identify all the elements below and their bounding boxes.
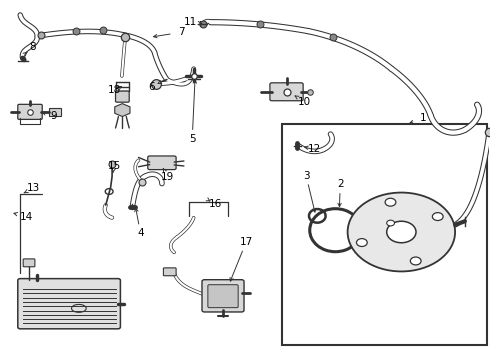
Circle shape [410,257,421,265]
Circle shape [432,213,443,221]
Text: 16: 16 [209,199,222,210]
Text: 7: 7 [178,27,185,37]
FancyBboxPatch shape [18,104,42,120]
FancyBboxPatch shape [163,268,176,276]
Text: 18: 18 [107,85,121,95]
Text: 10: 10 [298,97,311,107]
Circle shape [387,220,394,226]
Text: 5: 5 [189,134,196,144]
Circle shape [385,198,396,206]
FancyBboxPatch shape [148,156,176,170]
FancyBboxPatch shape [202,280,244,312]
Text: 6: 6 [148,82,154,92]
Text: 15: 15 [107,161,121,171]
Text: 14: 14 [20,212,33,221]
FancyBboxPatch shape [23,259,35,267]
FancyBboxPatch shape [270,83,303,101]
Bar [282,125,487,345]
Text: 11: 11 [184,17,197,27]
Text: 12: 12 [308,144,321,154]
Text: 4: 4 [137,228,144,238]
Text: 19: 19 [161,172,174,182]
Text: 3: 3 [303,171,309,181]
FancyBboxPatch shape [208,285,238,308]
Text: 17: 17 [239,237,253,247]
Circle shape [387,221,416,243]
FancyBboxPatch shape [18,279,121,329]
FancyBboxPatch shape [116,91,129,102]
Text: 8: 8 [29,42,36,52]
Text: 2: 2 [337,179,343,189]
Text: 13: 13 [27,183,41,193]
Text: 9: 9 [50,111,57,121]
Bar [49,108,61,116]
Text: 1: 1 [420,113,427,123]
Circle shape [357,239,367,247]
Circle shape [347,193,455,271]
